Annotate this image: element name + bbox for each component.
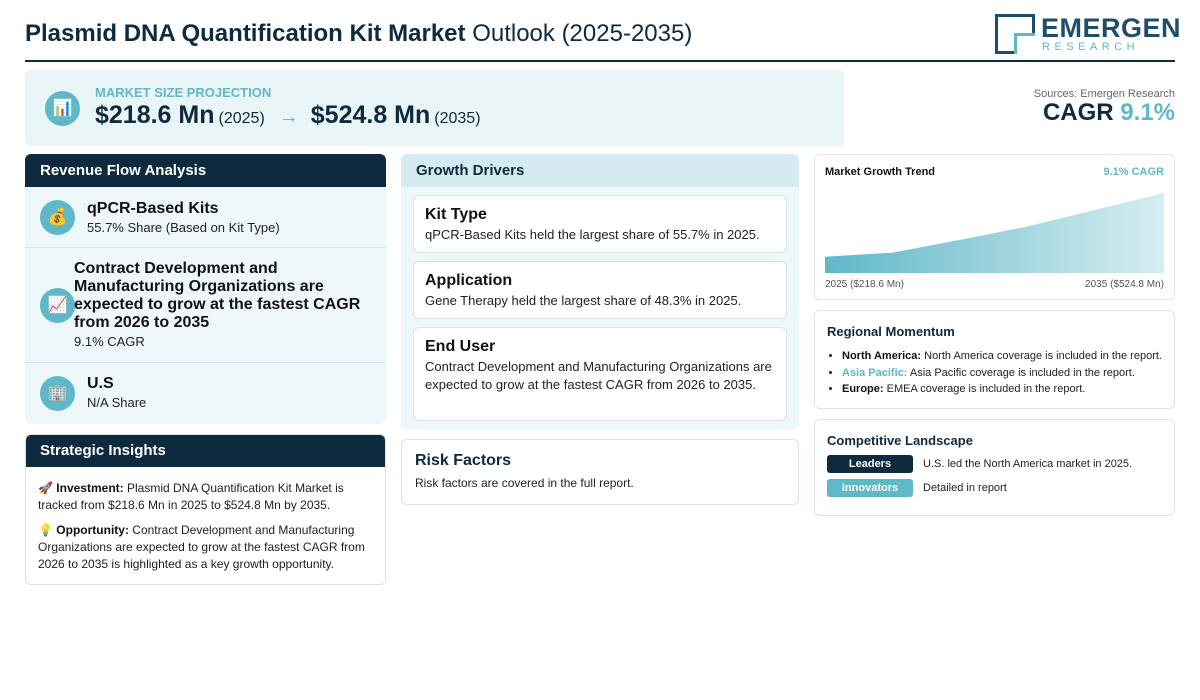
driver-title: Application xyxy=(425,272,513,289)
region-label: North America: xyxy=(842,350,922,362)
risk-factors-panel: Risk Factors Risk factors are covered in… xyxy=(401,439,799,505)
innovators-text: Detailed in report xyxy=(923,482,1007,494)
logo-mark-icon xyxy=(995,14,1035,54)
end-year: (2035) xyxy=(434,110,481,127)
trend-area xyxy=(825,193,1164,273)
cagr-value: 9.1% xyxy=(1120,99,1175,126)
strategic-insights-title: Strategic Insights xyxy=(26,435,385,467)
logo-main-text: EMERGEN xyxy=(1041,13,1182,43)
driver-text: qPCR-Based Kits held the largest share o… xyxy=(425,227,760,242)
end-value: $524.8 Mn xyxy=(310,101,431,129)
driver-card-end-user: End User Contract Development and Manufa… xyxy=(413,327,787,421)
innovators-tag: Innovators xyxy=(827,479,913,497)
projection-values: $218.6 Mn (2025) → $524.8 Mn (2035) xyxy=(95,101,481,130)
opportunity-insight: 💡 Opportunity: Contract Development and … xyxy=(38,522,373,573)
lightbulb-icon: 💡 xyxy=(38,523,53,537)
revenue-item-sub: N/A Share xyxy=(87,395,147,410)
region-europe: Europe: EMEA coverage is included in the… xyxy=(842,381,1172,398)
trend-up-icon: 📈 xyxy=(40,288,75,323)
leaders-text: U.S. led the North America market in 202… xyxy=(923,458,1133,470)
bar-chart-icon: 📊 xyxy=(45,91,80,126)
revenue-item-title: U.S xyxy=(87,375,114,392)
region-label: Europe: xyxy=(842,383,884,395)
page-title: Plasmid DNA Quantification Kit Market Ou… xyxy=(25,20,692,48)
driver-text: Contract Development and Manufacturing O… xyxy=(425,359,772,392)
region-text: EMEA coverage is included in the report. xyxy=(886,383,1086,395)
region-north-america: North America: North America coverage is… xyxy=(842,348,1172,365)
title-bold: Plasmid DNA Quantification Kit Market xyxy=(25,20,466,47)
title-rest: Outlook (2025-2035) xyxy=(472,20,693,47)
region-label: Asia Pacific: xyxy=(842,366,908,379)
risk-factors-text: Risk factors are covered in the full rep… xyxy=(415,476,634,490)
cagr-headline: CAGR 9.1% xyxy=(1043,99,1175,127)
start-year: (2025) xyxy=(218,110,265,127)
start-value: $218.6 Mn xyxy=(95,101,215,129)
market-size-projection: 📊 MARKET SIZE PROJECTION $218.6 Mn (2025)… xyxy=(25,70,844,146)
driver-title: Kit Type xyxy=(425,206,487,223)
sources-text: Sources: Emergen Research xyxy=(1033,88,1175,100)
revenue-flow-title: Revenue Flow Analysis xyxy=(25,154,386,187)
revenue-item-sub: 9.1% CAGR xyxy=(74,334,145,349)
driver-title: End User xyxy=(425,338,496,355)
driver-text: Gene Therapy held the largest share of 4… xyxy=(425,293,742,308)
cagr-label: CAGR xyxy=(1042,99,1114,126)
projection-label: MARKET SIZE PROJECTION xyxy=(95,85,272,100)
investment-label: Investment: xyxy=(56,481,124,495)
growth-drivers-title: Growth Drivers xyxy=(401,154,799,187)
driver-card-application: Application Gene Therapy held the larges… xyxy=(413,261,787,319)
market-growth-trend-chart: Market Growth Trend 9.1% CAGR 2025 ($218… xyxy=(814,154,1175,300)
revenue-item-end-user: 📈 Contract Development and Manufacturing… xyxy=(25,248,386,363)
opportunity-text: Contract Development and Manufacturing O… xyxy=(38,523,365,571)
strategic-insights-panel: Strategic Insights 🚀 Investment: Plasmid… xyxy=(25,434,386,585)
chart-end-label: 2035 ($524.8 Mn) xyxy=(1085,279,1164,290)
revenue-item-region: 🏢 U.S N/A Share xyxy=(25,363,386,424)
competitive-landscape-title: Competitive Landscape xyxy=(827,433,973,448)
page-header: Plasmid DNA Quantification Kit Market Ou… xyxy=(25,10,1181,62)
investment-insight: 🚀 Investment: Plasmid DNA Quantification… xyxy=(38,480,373,514)
arrow-icon: → xyxy=(278,106,299,128)
region-text: North America coverage is included in th… xyxy=(924,350,1162,362)
money-bag-icon: 💰 xyxy=(40,200,75,235)
trend-area-svg xyxy=(825,193,1164,273)
competitive-landscape-panel: Competitive Landscape Leaders U.S. led t… xyxy=(814,419,1175,516)
regional-momentum-panel: Regional Momentum North America: North A… xyxy=(814,310,1175,409)
investment-text: Plasmid DNA Quantification Kit Market is… xyxy=(38,481,344,512)
region-asia-pacific: Asia Pacific: Asia Pacific coverage is i… xyxy=(842,365,1172,382)
building-icon: 🏢 xyxy=(40,376,75,411)
rocket-icon: 🚀 xyxy=(38,481,53,495)
chart-start-label: 2025 ($218.6 Mn) xyxy=(825,279,904,290)
regional-list: North America: North America coverage is… xyxy=(842,348,1172,398)
revenue-item-title: Contract Development and Manufacturing O… xyxy=(74,260,361,331)
region-text: Asia Pacific coverage is included in the… xyxy=(909,366,1135,379)
risk-factors-title: Risk Factors xyxy=(415,452,512,469)
revenue-item-title: qPCR-Based Kits xyxy=(87,200,219,217)
revenue-flow-panel: Revenue Flow Analysis 💰 qPCR-Based Kits … xyxy=(25,154,386,424)
revenue-item-sub: 55.7% Share (Based on Kit Type) xyxy=(87,220,280,235)
opportunity-label: Opportunity: xyxy=(56,523,129,537)
chart-title: Market Growth Trend xyxy=(825,166,936,178)
growth-drivers-panel: Growth Drivers Kit Type qPCR-Based Kits … xyxy=(401,154,799,430)
driver-card-kit-type: Kit Type qPCR-Based Kits held the larges… xyxy=(413,195,787,253)
logo-sub-text: RESEARCH xyxy=(1042,41,1140,53)
leaders-tag: Leaders xyxy=(827,455,913,473)
revenue-item-kit: 💰 qPCR-Based Kits 55.7% Share (Based on … xyxy=(25,187,386,248)
chart-cagr-label: 9.1% CAGR xyxy=(1103,166,1164,178)
emergen-logo: EMERGEN RESEARCH xyxy=(995,14,1181,56)
regional-momentum-title: Regional Momentum xyxy=(827,324,955,339)
